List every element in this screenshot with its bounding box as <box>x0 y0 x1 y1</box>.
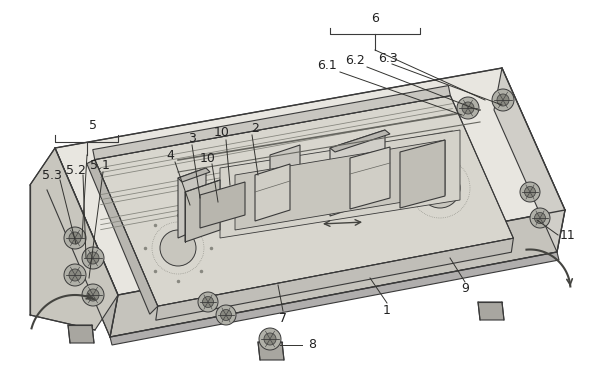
Circle shape <box>535 213 545 224</box>
Polygon shape <box>185 180 220 242</box>
Circle shape <box>64 264 86 286</box>
Polygon shape <box>110 210 565 337</box>
Polygon shape <box>93 85 450 160</box>
Circle shape <box>87 252 99 264</box>
Polygon shape <box>68 325 94 343</box>
Text: 5.1: 5.1 <box>90 159 110 171</box>
Text: 3: 3 <box>188 132 196 144</box>
Circle shape <box>198 292 218 312</box>
Circle shape <box>259 328 281 350</box>
Circle shape <box>420 168 460 208</box>
Circle shape <box>264 333 276 345</box>
Circle shape <box>64 227 86 249</box>
Circle shape <box>82 284 104 306</box>
Polygon shape <box>110 252 559 345</box>
Polygon shape <box>30 148 118 330</box>
Polygon shape <box>155 238 513 320</box>
Circle shape <box>492 89 514 111</box>
Circle shape <box>457 97 479 119</box>
Circle shape <box>530 208 550 228</box>
Text: 9: 9 <box>461 281 469 295</box>
Circle shape <box>160 230 196 266</box>
Circle shape <box>69 269 81 281</box>
Text: 8: 8 <box>308 338 316 352</box>
Circle shape <box>87 289 99 301</box>
Polygon shape <box>400 140 445 208</box>
Text: 6: 6 <box>371 12 379 25</box>
Polygon shape <box>235 140 445 230</box>
Circle shape <box>69 232 81 244</box>
Circle shape <box>462 102 474 114</box>
Text: 10: 10 <box>200 152 216 164</box>
Polygon shape <box>330 130 390 152</box>
Polygon shape <box>258 342 284 360</box>
Circle shape <box>216 305 236 325</box>
Polygon shape <box>87 160 158 314</box>
Polygon shape <box>94 95 513 306</box>
Polygon shape <box>55 68 565 295</box>
Text: 11: 11 <box>560 229 576 241</box>
Circle shape <box>203 296 213 308</box>
Text: 5.3: 5.3 <box>42 169 62 181</box>
Polygon shape <box>350 147 390 209</box>
Text: 1: 1 <box>383 303 391 316</box>
Text: 10: 10 <box>214 126 230 139</box>
Text: 5.2: 5.2 <box>66 164 86 176</box>
Text: 7: 7 <box>279 311 287 325</box>
Polygon shape <box>200 182 245 228</box>
Circle shape <box>221 310 231 320</box>
Circle shape <box>520 182 540 202</box>
Polygon shape <box>270 145 300 220</box>
Polygon shape <box>330 130 385 216</box>
Polygon shape <box>220 130 460 238</box>
Circle shape <box>524 186 535 198</box>
Text: 4: 4 <box>166 149 174 161</box>
Polygon shape <box>478 302 504 320</box>
Polygon shape <box>494 68 565 252</box>
Text: 2: 2 <box>251 122 259 134</box>
Polygon shape <box>255 164 290 221</box>
Circle shape <box>497 94 509 106</box>
Polygon shape <box>178 168 210 182</box>
Circle shape <box>82 247 104 269</box>
Text: 6.3: 6.3 <box>378 52 398 65</box>
Polygon shape <box>47 148 118 337</box>
Text: 5: 5 <box>89 119 97 132</box>
Polygon shape <box>178 168 206 238</box>
Text: 6.1: 6.1 <box>317 59 337 72</box>
Text: 6.2: 6.2 <box>345 54 365 67</box>
